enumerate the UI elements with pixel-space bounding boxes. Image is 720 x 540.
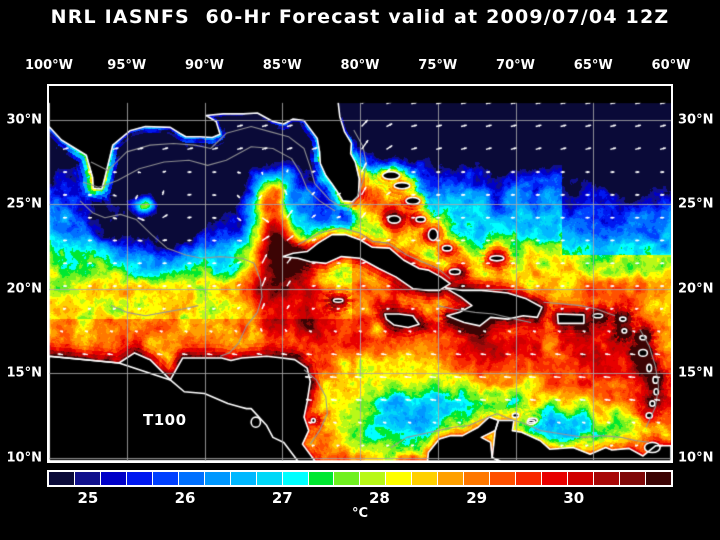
colorbar-cell <box>126 472 153 485</box>
colorbar-cell <box>360 472 387 485</box>
colorbar-cell <box>74 472 101 485</box>
colorbar-cell <box>308 472 335 485</box>
lat-tick-label-right: 15°N <box>678 365 714 381</box>
colorbar-units-label: °C <box>351 506 369 521</box>
lat-tick-label-right: 20°N <box>678 281 714 297</box>
lon-tick-label: 100°W <box>25 58 73 73</box>
lon-tick-label: 85°W <box>262 58 302 73</box>
colorbar-cell <box>568 472 595 485</box>
colorbar-cell <box>204 472 231 485</box>
lat-tick-label-left: 20°N <box>6 281 42 297</box>
t100-annotation: T100 <box>143 411 187 429</box>
lat-tick-label-right: 10°N <box>678 450 714 466</box>
map-overlay-canvas <box>49 86 671 461</box>
lat-tick-label-left: 10°N <box>6 450 42 466</box>
colorbar-tick-label: 27 <box>271 489 293 507</box>
colorbar-cell <box>619 472 646 485</box>
map-panel[interactable] <box>47 84 673 463</box>
colorbar-cell <box>178 472 205 485</box>
colorbar-tick-label: 28 <box>369 489 390 507</box>
colorbar-cell <box>516 472 543 485</box>
lon-tick-label: 95°W <box>107 58 147 73</box>
lon-tick-label: 80°W <box>340 58 380 73</box>
lat-tick-label-right: 25°N <box>678 196 714 212</box>
lon-tick-label: 65°W <box>573 58 613 73</box>
lat-tick-label-left: 25°N <box>6 196 42 212</box>
colorbar-cell <box>334 472 361 485</box>
colorbar-cell <box>386 472 413 485</box>
page-title: NRL IASNFS 60-Hr Forecast valid at 2009/… <box>50 6 670 28</box>
colorbar-cell <box>542 472 569 485</box>
colorbar-cell <box>152 472 179 485</box>
colorbar-tick-label: 26 <box>174 489 196 507</box>
colorbar-tick-label: 30 <box>563 489 585 507</box>
map-canvas-container <box>49 86 671 461</box>
colorbar-cell <box>645 472 671 485</box>
colorbar-cell <box>230 472 257 485</box>
lat-tick-label-left: 15°N <box>6 365 42 381</box>
colorbar-cell <box>100 472 127 485</box>
colorbar-cell <box>490 472 517 485</box>
lon-tick-label: 70°W <box>496 58 535 73</box>
colorbar-cell <box>49 472 75 485</box>
lon-tick-label: 90°W <box>185 58 224 73</box>
colorbar-cell <box>594 472 620 485</box>
colorbar-tick-label: 29 <box>466 489 488 507</box>
lon-tick-label: 75°W <box>418 58 458 73</box>
colorbar[interactable] <box>47 470 673 487</box>
lat-tick-label-right: 30°N <box>678 112 714 128</box>
colorbar-tick-label: 25 <box>77 489 99 507</box>
lon-tick-label: 60°W <box>651 58 691 73</box>
lat-tick-label-left: 30°N <box>6 112 42 128</box>
colorbar-cell <box>438 472 465 485</box>
colorbar-cell <box>256 472 283 485</box>
colorbar-cell <box>464 472 491 485</box>
colorbar-cell <box>412 472 439 485</box>
colorbar-cell <box>282 472 309 485</box>
